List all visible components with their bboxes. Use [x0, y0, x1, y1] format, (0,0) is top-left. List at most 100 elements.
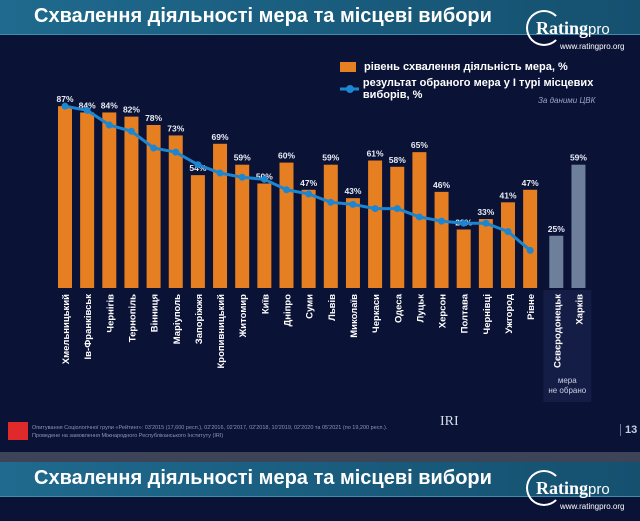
- line-point: [349, 200, 357, 208]
- line-point: [415, 213, 423, 221]
- bar-2: [102, 112, 117, 288]
- category-label: Житомир: [238, 294, 249, 338]
- bar-11: [301, 189, 316, 288]
- bar-label: 41%: [499, 190, 516, 200]
- category-label: Чернігів: [105, 294, 116, 333]
- bar-label: 87%: [56, 94, 73, 104]
- category-label: Миколаїв: [349, 294, 360, 338]
- bar-label: 25%: [548, 224, 565, 234]
- bar-label: 65%: [411, 140, 428, 150]
- bar-3: [124, 116, 139, 289]
- bar-13: [345, 198, 360, 288]
- category-label: Ів-Франківськ: [83, 294, 94, 360]
- bar-label: 59%: [570, 153, 587, 163]
- legend-bar-label: рівень схвалення діяльність мера, %: [364, 61, 568, 73]
- line-point: [305, 190, 313, 198]
- line-point: [504, 228, 512, 236]
- line-point: [371, 205, 379, 213]
- category-label: Херсон: [438, 294, 449, 329]
- line-point: [260, 175, 268, 183]
- bar-label: 60%: [278, 151, 295, 161]
- bar-20: [501, 202, 515, 288]
- line-point: [438, 217, 446, 225]
- line-point: [393, 205, 401, 213]
- category-label: Маріуполь: [172, 294, 183, 344]
- bar-label: 78%: [145, 113, 162, 123]
- bar-6: [190, 175, 205, 288]
- bar-label: 58%: [389, 155, 406, 165]
- bar-19: [478, 219, 493, 288]
- line-point: [105, 121, 113, 129]
- bar-label: 84%: [101, 100, 118, 110]
- rating-small-logo: [8, 422, 28, 440]
- line-point: [216, 169, 224, 177]
- page-title: Схвалення діяльності мера та місцеві виб…: [34, 5, 492, 27]
- line-point: [83, 106, 91, 114]
- footer-note: Опитування Соціологічної групи «Рейтинг»…: [32, 425, 388, 439]
- divider: [0, 452, 640, 462]
- category-label: Черкаси: [371, 294, 382, 333]
- no-mayor-note: мера: [558, 376, 577, 385]
- bar-label: 73%: [167, 123, 184, 133]
- chart: 87% Хмельницький 84% Ів-Франківськ 84% Черніг…: [56, 94, 592, 402]
- line-point: [283, 186, 290, 194]
- line-point: [150, 144, 158, 152]
- line-point: [127, 127, 135, 135]
- category-label: Полтава: [460, 293, 471, 333]
- bar-label: 84%: [79, 100, 96, 110]
- bar-label: 46%: [433, 180, 450, 190]
- category-label: Сєвєродонецьк: [552, 294, 563, 368]
- bar-7: [213, 143, 228, 288]
- line-point: [482, 219, 490, 227]
- bar-21: [523, 189, 538, 288]
- category-label: Дніпро: [283, 294, 294, 327]
- line-point: [61, 102, 69, 110]
- bar-8: [235, 164, 250, 288]
- bar-12: [323, 164, 338, 288]
- category-label: Київ: [260, 294, 271, 314]
- bar-1: [80, 112, 95, 288]
- legend: рівень схвалення діяльність мера, % резу…: [340, 56, 640, 101]
- bar-23: [571, 164, 586, 288]
- legend-bar-swatch: [340, 62, 356, 72]
- bar-label: 59%: [322, 153, 339, 163]
- category-label: Хмельницький: [61, 294, 72, 364]
- ratingpro-logo-2: Ratingpro www.ratingpro.org: [526, 470, 626, 511]
- bar-label: 33%: [477, 207, 494, 217]
- category-label: Харків: [574, 294, 585, 325]
- category-label: Запоріжжя: [194, 294, 205, 344]
- no-mayor-note: не обрано: [548, 386, 586, 395]
- bar-5: [168, 135, 183, 288]
- bar-15: [390, 166, 405, 288]
- bar-label: 61%: [367, 149, 384, 159]
- bar-label: 43%: [344, 186, 361, 196]
- category-label: Тернопіль: [127, 294, 138, 342]
- category-label: Чернівці: [482, 294, 493, 334]
- bar-14: [368, 160, 383, 288]
- bar-10: [279, 162, 294, 288]
- bar-18: [456, 229, 471, 288]
- bar-4: [146, 124, 161, 288]
- second-page-title: Схвалення діяльності мера та місцеві виб…: [34, 467, 492, 489]
- line-point: [327, 198, 335, 206]
- bar-label: 82%: [123, 105, 140, 115]
- category-label: Вінниця: [150, 294, 161, 332]
- bar-label: 69%: [212, 132, 229, 142]
- no-mayor-panel: [543, 290, 592, 402]
- ratingpro-logo: Ratingpro www.ratingpro.org: [526, 10, 626, 51]
- category-label: Кропивницький: [216, 294, 227, 369]
- bar-0: [58, 106, 72, 288]
- line-point: [172, 148, 180, 156]
- bar-label: 47%: [300, 178, 317, 188]
- line-series: [64, 104, 532, 252]
- line-point: [526, 246, 534, 254]
- bar-9: [257, 183, 272, 288]
- category-label: Луцьк: [415, 294, 426, 323]
- legend-line-swatch: [340, 85, 359, 93]
- legend-line-label: результат обраного мера у І турі місцеви…: [362, 77, 594, 101]
- line-point: [238, 173, 246, 181]
- bar-label: 47%: [522, 178, 539, 188]
- category-label: Ужгород: [504, 294, 515, 334]
- category-label: Суми: [305, 294, 316, 319]
- iri-logo: IRI: [440, 414, 459, 429]
